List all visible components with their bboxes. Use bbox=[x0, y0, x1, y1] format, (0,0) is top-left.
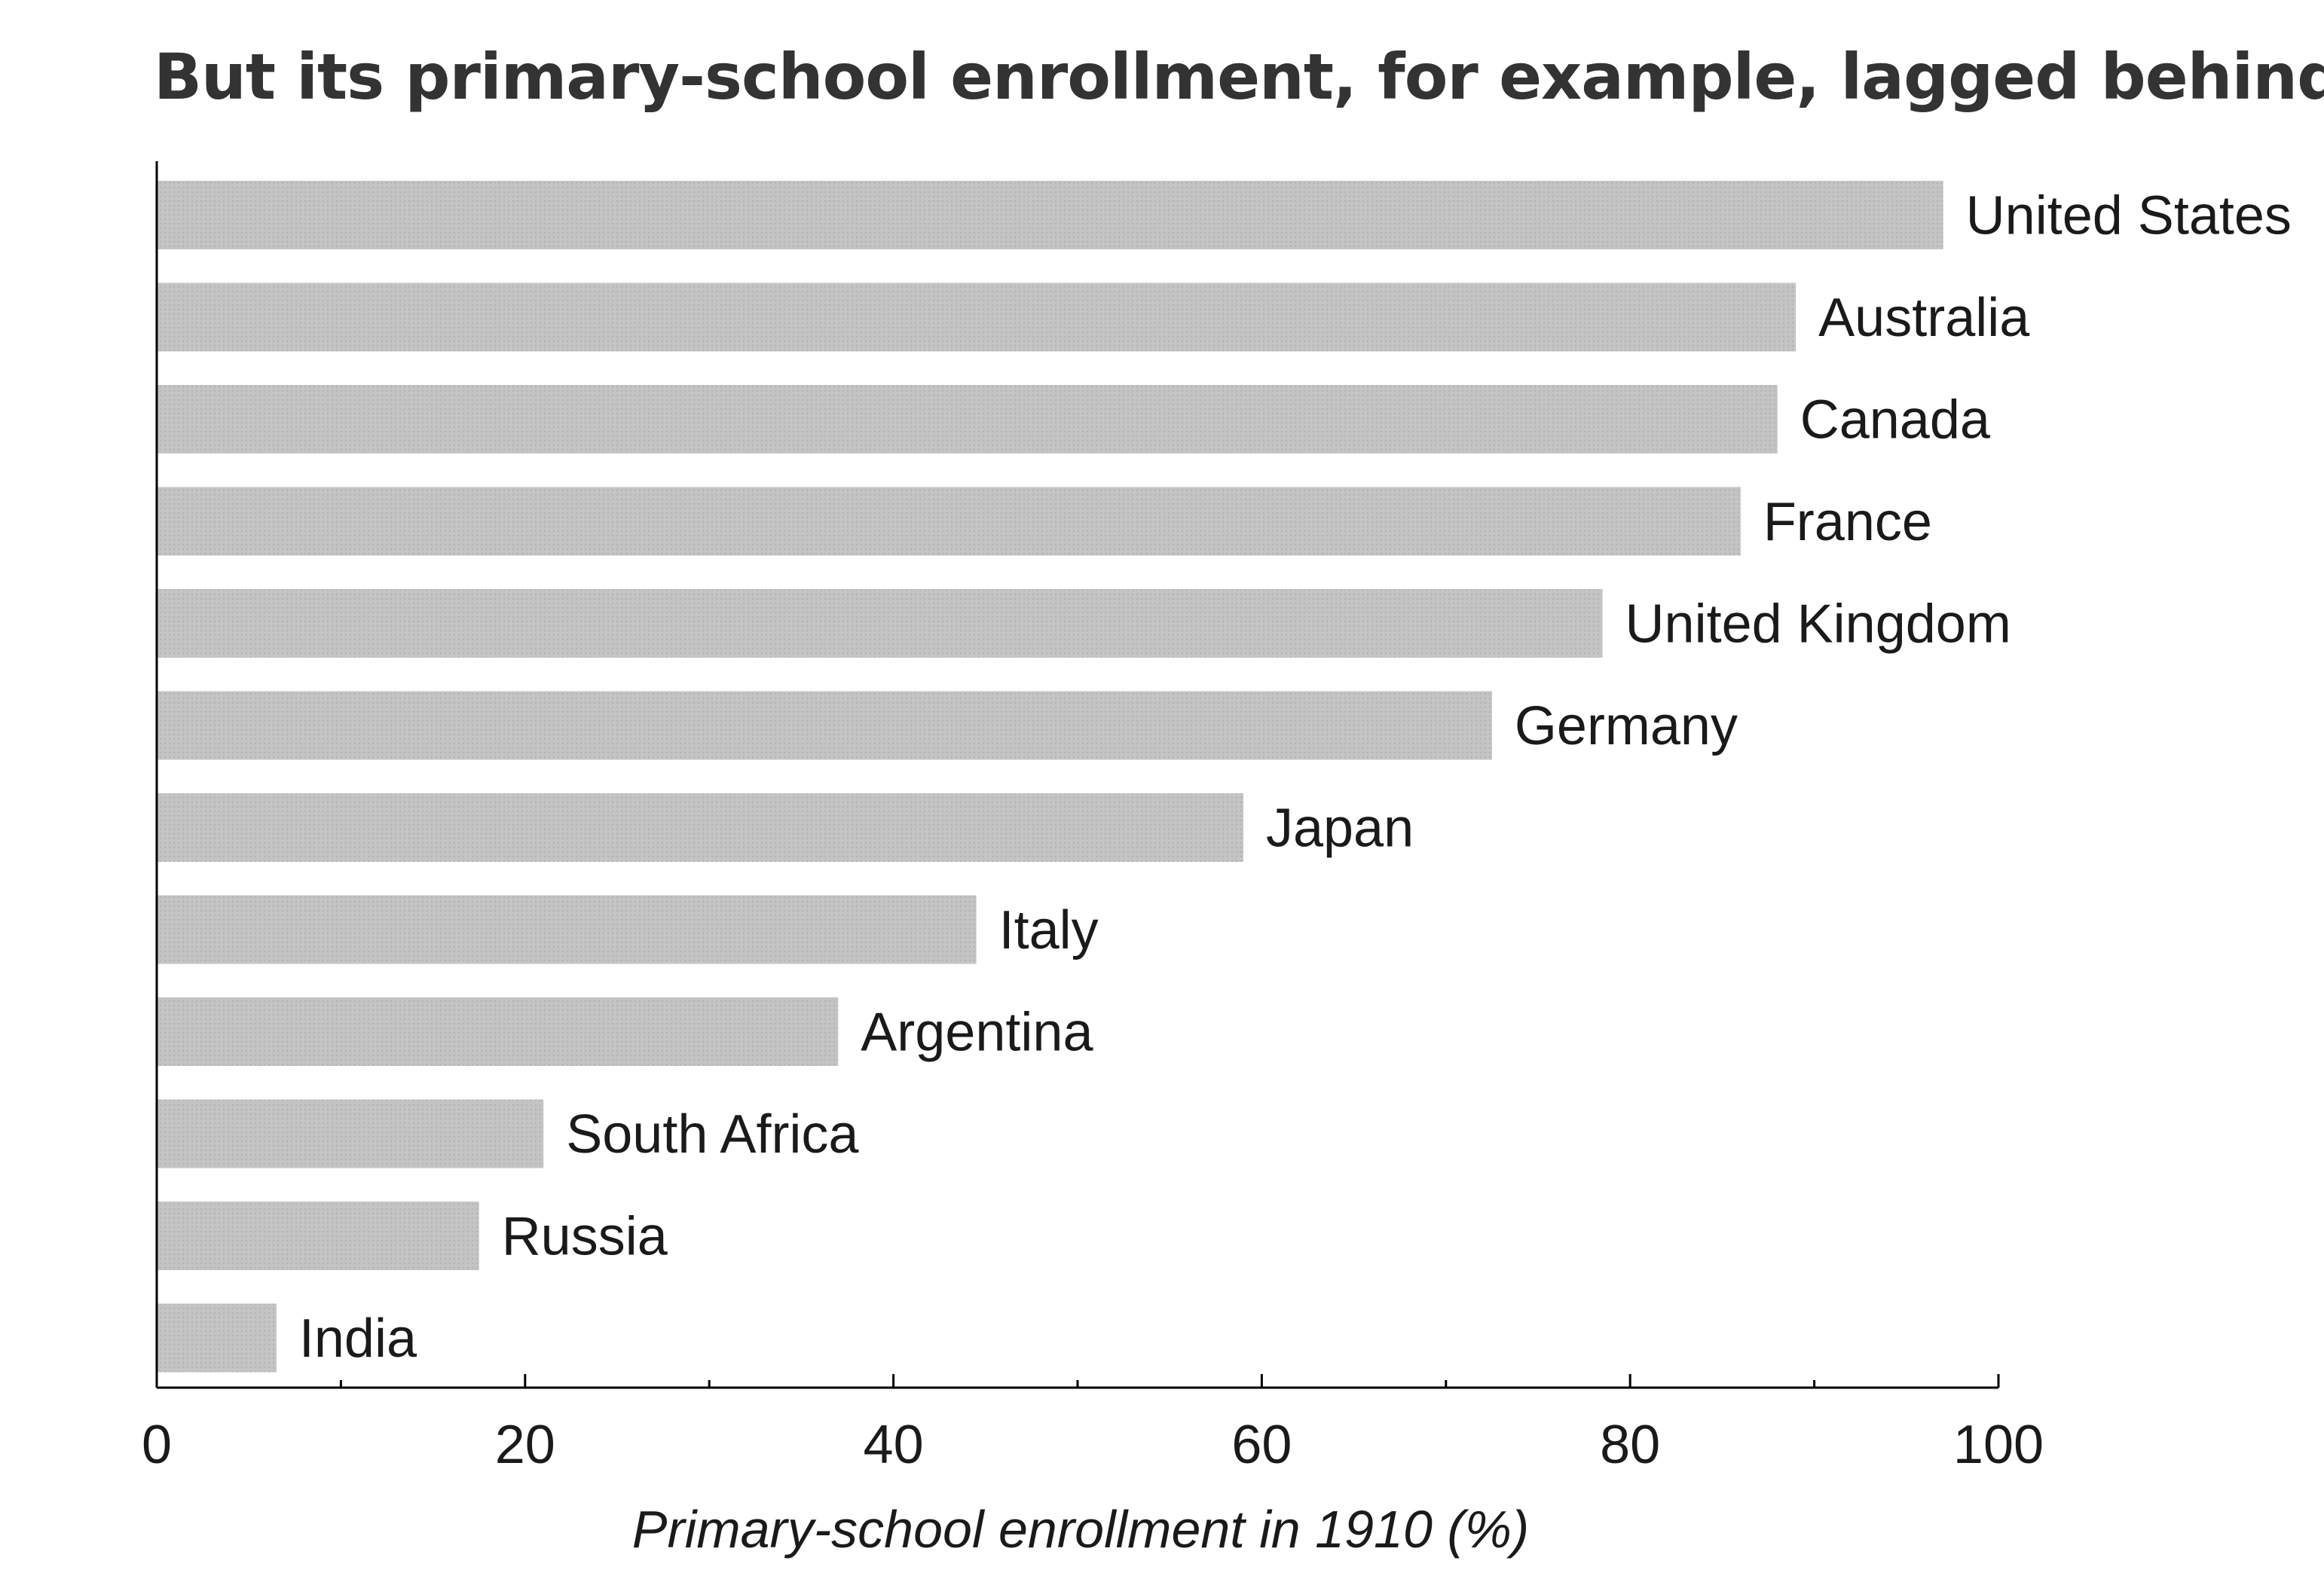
bar-russia bbox=[157, 1202, 479, 1270]
bar-india bbox=[157, 1303, 277, 1373]
x-tick-label-0: 0 bbox=[142, 1415, 172, 1475]
bar-label-russia: Russia bbox=[502, 1207, 668, 1267]
bar-label-united-states: United States bbox=[1966, 186, 2292, 246]
axes-group: 0 20 40 60 80 100 bbox=[142, 161, 2044, 1475]
bars-group: United States Australia Canada France United… bbox=[157, 181, 2292, 1373]
bar-label-japan: Japan bbox=[1266, 799, 1414, 859]
bar-label-united-kingdom: United Kingdom bbox=[1625, 594, 2011, 655]
bar-label-italy: Italy bbox=[999, 900, 1099, 960]
bar-label-canada: Canada bbox=[1800, 390, 1991, 450]
bar-label-france: France bbox=[1763, 492, 1932, 552]
bar-italy bbox=[157, 895, 977, 964]
bar-canada bbox=[157, 385, 1778, 454]
bar-label-germany: Germany bbox=[1515, 696, 1738, 756]
bar-label-india: India bbox=[299, 1309, 417, 1369]
bar-south-africa bbox=[157, 1099, 544, 1168]
bar-germany bbox=[157, 691, 1492, 760]
x-tick-label-40: 40 bbox=[864, 1415, 924, 1475]
bar-argentina bbox=[157, 997, 839, 1066]
bar-japan bbox=[157, 793, 1243, 862]
bar-france bbox=[157, 487, 1741, 556]
bar-australia bbox=[157, 282, 1797, 352]
x-tick-label-20: 20 bbox=[495, 1415, 555, 1475]
x-tick-label-100: 100 bbox=[1953, 1415, 2044, 1475]
bar-united-states bbox=[157, 181, 1943, 249]
x-tick-label-60: 60 bbox=[1231, 1415, 1292, 1475]
bar-united-kingdom bbox=[157, 589, 1603, 658]
bar-label-argentina: Argentina bbox=[861, 1003, 1093, 1063]
bar-label-south-africa: South Africa bbox=[566, 1104, 859, 1165]
x-axis-title: Primary-school enrollment in 1910 (%) bbox=[632, 1500, 1529, 1559]
x-tick-label-80: 80 bbox=[1600, 1415, 1660, 1475]
bar-label-australia: Australia bbox=[1818, 288, 2030, 348]
chart-title: But its primary-school enrollment, for e… bbox=[154, 40, 2324, 114]
